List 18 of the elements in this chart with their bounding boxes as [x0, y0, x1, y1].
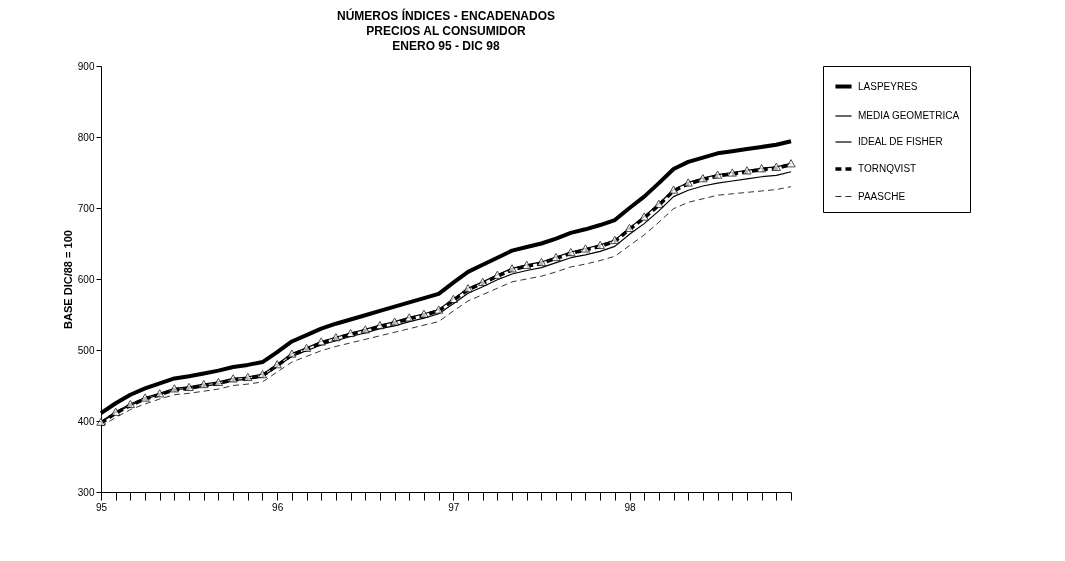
y-tick-label: 500 [77, 344, 95, 356]
y-tick-label: 600 [77, 273, 95, 285]
x-tick-label: 97 [448, 501, 460, 513]
chart-title: NÚMEROS ÍNDICES - ENCADENADOS PRECIOS AL CONSUMIDOR ENERO 95 - DIC 98 [336, 8, 556, 53]
legend-label: LASPEYRES [858, 80, 918, 92]
y-tick-label: 900 [77, 60, 95, 72]
x-tick-label: 95 [95, 501, 108, 513]
legend-label: TORNQVIST [858, 163, 917, 174]
y-tick-label: 300 [77, 486, 95, 498]
legend-label: IDEAL DE FISHER [858, 136, 943, 147]
y-tick-label: 400 [77, 415, 95, 427]
x-tick-label: 96 [272, 501, 284, 513]
y-tick-label: 800 [77, 131, 95, 143]
legend-label: MEDIA GEOMETRICA [858, 110, 960, 121]
x-tick-label: 98 [624, 501, 637, 513]
y-tick-label: 700 [77, 202, 95, 214]
legend-label: PAASCHE [858, 190, 906, 202]
y-axis-title: BASE DIC/88 = 100 [61, 230, 74, 329]
